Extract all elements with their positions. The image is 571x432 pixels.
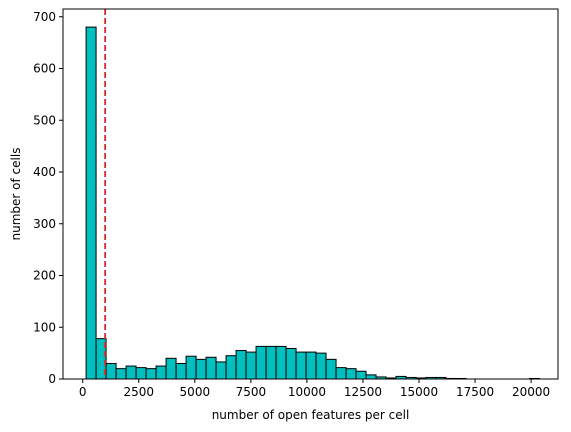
- plot-frame: [62, 8, 559, 380]
- histogram-bar: [365, 374, 377, 380]
- x-tick-label: 10000: [288, 385, 326, 399]
- x-tick-label: 2500: [124, 385, 155, 399]
- x-tick-label: 7500: [236, 385, 267, 399]
- histogram-bar: [315, 352, 327, 380]
- histogram-bar: [285, 347, 297, 380]
- x-tick-label: 20000: [512, 385, 550, 399]
- y-tick-label: 200: [33, 269, 56, 283]
- bars-layer: [85, 26, 540, 380]
- y-tick-label: 100: [33, 320, 56, 334]
- y-tick-label: 500: [33, 113, 56, 127]
- x-axis-label: number of open features per cell: [212, 408, 410, 422]
- histogram-bar: [125, 365, 137, 380]
- histogram-bar: [205, 356, 217, 380]
- x-tick-label: 12500: [344, 385, 382, 399]
- histogram-bar: [195, 358, 207, 380]
- histogram-bar: [295, 351, 307, 380]
- histogram-bar: [325, 358, 337, 380]
- x-axis: 0 2500 5000 7500 10000 12500 15000 17500 20000: [79, 379, 550, 399]
- histogram-bar: [355, 370, 367, 380]
- histogram-bar: [145, 368, 157, 380]
- y-tick-label: 0: [48, 372, 56, 386]
- histogram-bar: [345, 368, 357, 380]
- histogram-bar: [115, 368, 127, 380]
- histogram-bar: [185, 355, 197, 380]
- y-tick-label: 400: [33, 165, 56, 179]
- histogram-bar: [215, 361, 227, 380]
- histogram-bar: [335, 367, 347, 380]
- histogram-bar: [155, 365, 167, 380]
- histogram-bar: [275, 345, 287, 380]
- y-tick-label: 700: [33, 10, 56, 24]
- x-tick-label: 17500: [456, 385, 494, 399]
- y-tick-label: 300: [33, 217, 56, 231]
- x-tick-label: 15000: [400, 385, 438, 399]
- histogram-bar: [225, 355, 237, 380]
- histogram-bar: [85, 26, 97, 380]
- y-axis-label: number of cells: [9, 148, 23, 241]
- histogram-bar: [245, 351, 257, 380]
- x-tick-label: 0: [79, 385, 87, 399]
- histogram-bar: [265, 345, 277, 380]
- y-tick-label: 600: [33, 62, 56, 76]
- histogram-bar: [105, 362, 117, 380]
- x-tick-label: 5000: [180, 385, 211, 399]
- y-axis: 0 100 200 300 400 500 600 700: [33, 10, 63, 386]
- histogram-bar: [175, 362, 187, 380]
- histogram-bar: [255, 345, 267, 380]
- histogram-bar: [165, 357, 177, 380]
- histogram-bar: [135, 367, 147, 380]
- histogram-bar: [235, 350, 247, 380]
- histogram-bar: [305, 351, 317, 380]
